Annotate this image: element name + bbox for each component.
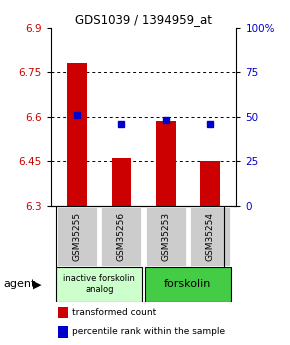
Bar <box>67 63 87 206</box>
Text: GSM35255: GSM35255 <box>73 211 82 261</box>
Text: agent: agent <box>3 279 35 289</box>
Text: GSM35256: GSM35256 <box>117 211 126 261</box>
Bar <box>56 206 98 267</box>
Bar <box>58 307 68 318</box>
Title: GDS1039 / 1394959_at: GDS1039 / 1394959_at <box>75 13 212 27</box>
Text: transformed count: transformed count <box>72 308 156 317</box>
Text: ▶: ▶ <box>33 279 42 289</box>
Bar <box>100 206 142 267</box>
Bar <box>156 121 175 206</box>
Bar <box>145 267 231 302</box>
Bar <box>56 267 142 302</box>
Text: forskolin: forskolin <box>164 279 211 289</box>
Bar <box>189 206 231 267</box>
Bar <box>145 206 187 267</box>
Text: GSM35253: GSM35253 <box>161 211 170 261</box>
Bar <box>112 158 131 206</box>
Text: GSM35254: GSM35254 <box>205 211 214 260</box>
Text: percentile rank within the sample: percentile rank within the sample <box>72 327 225 336</box>
Bar <box>200 161 220 206</box>
Text: inactive forskolin
analog: inactive forskolin analog <box>64 274 135 294</box>
Bar <box>58 326 68 337</box>
